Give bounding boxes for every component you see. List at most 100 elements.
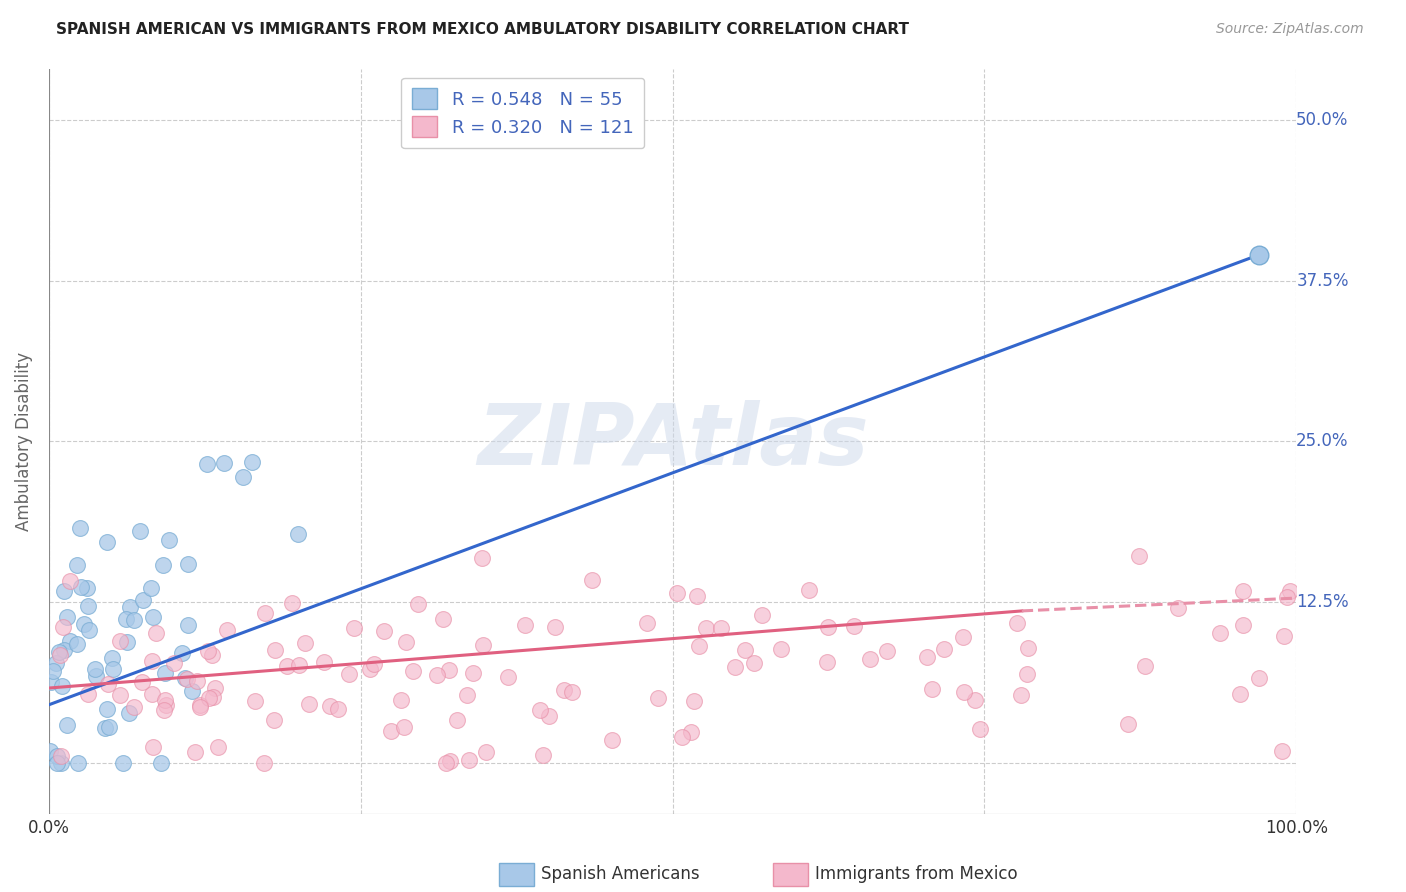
Point bbox=[145, 626, 167, 640]
Point bbox=[529, 703, 551, 717]
Point bbox=[553, 683, 575, 698]
Point bbox=[426, 667, 449, 681]
Point bbox=[533, 747, 555, 762]
Point bbox=[373, 624, 395, 638]
Text: Source: ZipAtlas.com: Source: ZipAtlas.com bbox=[1216, 22, 1364, 37]
Point bbox=[66, 558, 89, 573]
Point bbox=[1271, 743, 1294, 757]
Point bbox=[59, 574, 82, 588]
Text: SPANISH AMERICAN VS IMMIGRANTS FROM MEXICO AMBULATORY DISABILITY CORRELATION CHA: SPANISH AMERICAN VS IMMIGRANTS FROM MEXI… bbox=[56, 22, 910, 37]
Point bbox=[84, 662, 107, 676]
Point bbox=[932, 641, 955, 656]
Point bbox=[103, 662, 125, 676]
Point bbox=[294, 636, 316, 650]
Point bbox=[49, 749, 72, 764]
Point bbox=[391, 693, 413, 707]
Point bbox=[101, 651, 124, 665]
Point bbox=[1010, 688, 1032, 702]
Point bbox=[176, 557, 198, 571]
Point bbox=[141, 654, 163, 668]
Point bbox=[328, 702, 350, 716]
Point bbox=[73, 616, 96, 631]
Point bbox=[1232, 584, 1254, 599]
Point bbox=[817, 620, 839, 634]
Point bbox=[446, 713, 468, 727]
Point bbox=[515, 617, 537, 632]
Point bbox=[665, 586, 688, 600]
Point bbox=[253, 606, 276, 620]
Point bbox=[1247, 248, 1270, 262]
Point bbox=[319, 698, 342, 713]
Point bbox=[298, 698, 321, 712]
Point bbox=[39, 744, 62, 758]
Point bbox=[1208, 626, 1230, 640]
Point bbox=[264, 643, 287, 657]
Point bbox=[876, 644, 898, 658]
Point bbox=[52, 583, 75, 598]
Point bbox=[176, 673, 198, 687]
Point bbox=[170, 646, 193, 660]
Point bbox=[751, 608, 773, 623]
Point bbox=[39, 674, 62, 689]
Point bbox=[181, 684, 204, 698]
Point bbox=[115, 635, 138, 649]
Text: 37.5%: 37.5% bbox=[1296, 271, 1348, 290]
Point bbox=[195, 457, 218, 471]
Point bbox=[66, 756, 89, 770]
Point bbox=[128, 524, 150, 539]
Point bbox=[198, 690, 221, 705]
Point bbox=[45, 749, 67, 764]
Point bbox=[280, 596, 302, 610]
Point bbox=[153, 666, 176, 681]
Point bbox=[149, 756, 172, 770]
Point bbox=[112, 756, 135, 770]
Point bbox=[139, 581, 162, 595]
Point bbox=[1017, 640, 1039, 655]
Point bbox=[132, 592, 155, 607]
Point bbox=[48, 648, 70, 663]
Point bbox=[188, 700, 211, 714]
Point bbox=[965, 693, 987, 707]
Point bbox=[496, 669, 519, 683]
Text: 12.5%: 12.5% bbox=[1296, 593, 1348, 611]
Point bbox=[710, 621, 733, 635]
Text: 25.0%: 25.0% bbox=[1296, 433, 1348, 450]
Point bbox=[152, 558, 174, 572]
Point bbox=[124, 700, 146, 714]
Point bbox=[915, 649, 938, 664]
Point bbox=[953, 685, 976, 699]
Point bbox=[56, 610, 79, 624]
Point bbox=[600, 732, 623, 747]
Point bbox=[76, 582, 98, 596]
Point bbox=[94, 721, 117, 735]
Point bbox=[842, 619, 865, 633]
Point bbox=[1229, 687, 1251, 701]
Point bbox=[201, 648, 224, 662]
Point bbox=[120, 600, 142, 615]
Point bbox=[406, 597, 429, 611]
Point bbox=[157, 533, 180, 547]
Point bbox=[1005, 615, 1028, 630]
Legend: R = 0.548   N = 55, R = 0.320   N = 121: R = 0.548 N = 55, R = 0.320 N = 121 bbox=[401, 78, 644, 148]
Point bbox=[394, 720, 416, 734]
Point bbox=[339, 667, 361, 681]
Point bbox=[1279, 584, 1302, 599]
Point bbox=[1128, 549, 1150, 564]
Point bbox=[96, 702, 118, 716]
Point bbox=[122, 613, 145, 627]
Point bbox=[243, 694, 266, 708]
Point bbox=[434, 756, 457, 770]
Point bbox=[253, 756, 276, 770]
Point bbox=[153, 703, 176, 717]
Point bbox=[1272, 629, 1295, 643]
Text: Immigrants from Mexico: Immigrants from Mexico bbox=[815, 865, 1018, 883]
Point bbox=[215, 623, 238, 637]
Point bbox=[380, 724, 402, 739]
Point bbox=[232, 470, 254, 484]
Point bbox=[1247, 671, 1270, 685]
Point bbox=[155, 698, 177, 713]
Point bbox=[142, 610, 165, 624]
Point bbox=[263, 713, 285, 727]
Point bbox=[742, 656, 765, 670]
Point bbox=[474, 745, 496, 759]
